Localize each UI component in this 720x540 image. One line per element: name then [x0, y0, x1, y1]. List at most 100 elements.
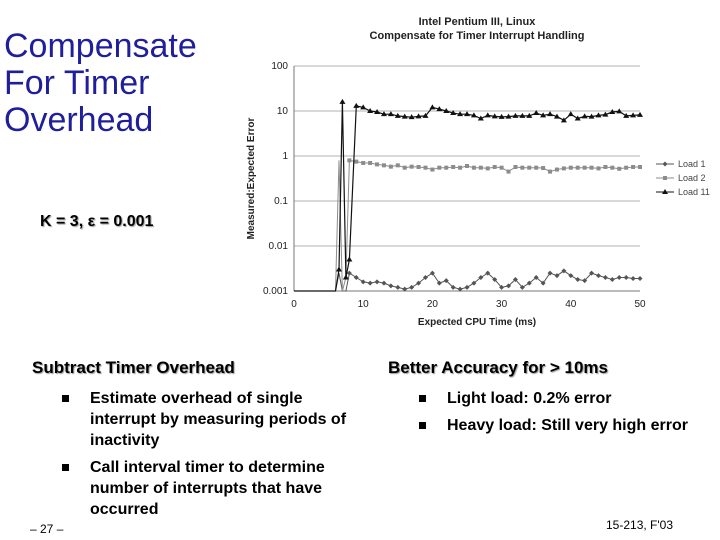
data-point: [561, 268, 567, 274]
data-point: [478, 165, 483, 170]
data-point: [388, 164, 393, 169]
data-point: [554, 167, 559, 172]
data-point: [450, 284, 456, 290]
data-point: [540, 280, 546, 286]
data-point: [422, 112, 429, 118]
bullet-square-icon: [419, 395, 426, 402]
course-label: 15-213, F'03: [606, 518, 674, 532]
data-point: [595, 112, 602, 118]
data-point: [499, 284, 505, 290]
data-point: [519, 284, 525, 290]
bullet-text: Estimate overhead of single interrupt by…: [90, 390, 347, 449]
list-item: Light load: 0.2% error: [419, 388, 689, 409]
error-chart: Intel Pentium III, Linux Compensate for T…: [246, 16, 719, 328]
series-line: [294, 101, 641, 292]
data-point: [574, 115, 581, 121]
data-point: [589, 165, 594, 170]
data-point: [506, 169, 511, 174]
x-tick-label: 10: [358, 299, 370, 310]
y-tick-label: 100: [271, 61, 288, 72]
data-point: [367, 108, 374, 113]
chart-title: Intel Pentium III, Linux: [419, 16, 537, 28]
data-point: [395, 284, 401, 290]
data-point: [353, 274, 359, 280]
title-line: Compensate: [4, 27, 197, 65]
data-point: [464, 284, 470, 290]
data-point: [353, 102, 360, 108]
bullet-square-icon: [62, 464, 69, 471]
title-line: Overhead: [4, 101, 154, 139]
list-item: Estimate overhead of single interrupt by…: [62, 388, 362, 451]
data-point: [617, 166, 622, 171]
data-point: [491, 113, 498, 119]
data-point: [498, 113, 505, 119]
data-point: [513, 164, 518, 169]
data-point: [582, 165, 587, 170]
x-tick-label: 40: [565, 299, 577, 310]
data-point: [346, 270, 352, 276]
slide-title: Compensate For Timer Overhead: [4, 28, 244, 139]
data-point: [568, 165, 573, 170]
parameter-line: K = 3, ε = 0.001: [40, 213, 154, 230]
left-section-heading: Subtract Timer Overhead: [32, 358, 235, 377]
legend-marker: [662, 189, 668, 194]
data-point: [519, 112, 526, 118]
data-point: [540, 112, 547, 118]
data-point: [603, 164, 608, 169]
y-tick-label: 0.1: [274, 196, 288, 207]
data-point: [464, 111, 470, 117]
data-point: [374, 109, 381, 115]
data-point: [623, 112, 630, 118]
data-point: [443, 108, 450, 113]
data-point: [457, 111, 464, 117]
data-point: [624, 165, 629, 170]
data-point: [465, 163, 469, 168]
data-point: [436, 106, 443, 112]
data-point: [512, 277, 518, 283]
data-point: [492, 164, 497, 169]
data-point: [609, 277, 615, 283]
data-point: [547, 270, 553, 276]
data-point: [409, 284, 415, 290]
data-point: [553, 113, 560, 119]
data-point: [381, 280, 387, 286]
data-point: [533, 274, 539, 280]
x-tick-label: 0: [291, 299, 297, 310]
data-point: [388, 283, 394, 289]
x-tick-label: 30: [496, 299, 508, 310]
data-point: [401, 113, 408, 119]
data-point: [637, 275, 643, 281]
data-point: [471, 280, 477, 286]
data-point: [416, 280, 422, 286]
data-point: [616, 274, 622, 280]
y-tick-label: 1: [282, 151, 288, 162]
data-point: [342, 274, 349, 280]
data-point: [346, 256, 353, 262]
data-point: [451, 164, 456, 169]
data-point: [375, 162, 380, 167]
data-point: [485, 166, 490, 171]
data-point: [506, 283, 512, 289]
legend-marker: [663, 176, 667, 180]
data-point: [478, 274, 484, 280]
bullet-square-icon: [419, 422, 426, 429]
data-point: [567, 111, 574, 117]
bullet-text: Heavy load: Still very high error: [447, 417, 688, 434]
data-point: [360, 279, 366, 285]
data-point: [630, 112, 637, 118]
bullet-square-icon: [62, 395, 69, 402]
data-point: [499, 165, 504, 170]
data-point: [423, 165, 428, 170]
data-point: [457, 286, 463, 292]
chart-container: Intel Pentium III, Linux Compensate for T…: [236, 10, 720, 340]
data-point: [631, 164, 636, 169]
data-point: [471, 165, 476, 170]
data-point: [616, 108, 623, 114]
data-point: [630, 275, 636, 281]
y-axis-label: Measured:Expected Error: [246, 118, 257, 240]
list-item: Heavy load: Still very high error: [419, 415, 689, 436]
page-number: – 27 –: [30, 522, 64, 536]
data-point: [554, 273, 560, 279]
data-point: [638, 164, 642, 169]
data-point: [367, 280, 373, 286]
